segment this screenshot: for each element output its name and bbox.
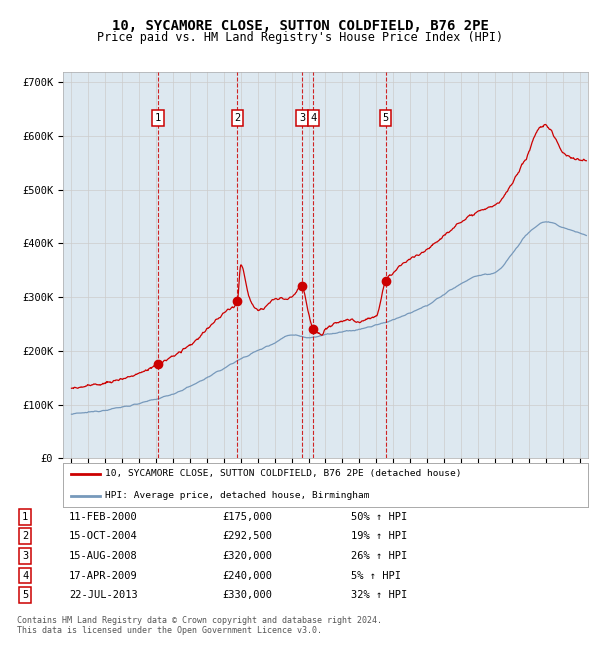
Text: Price paid vs. HM Land Registry's House Price Index (HPI): Price paid vs. HM Land Registry's House … — [97, 31, 503, 44]
Text: 5: 5 — [22, 590, 28, 600]
Text: 19% ↑ HPI: 19% ↑ HPI — [351, 531, 407, 541]
Text: 10, SYCAMORE CLOSE, SUTTON COLDFIELD, B76 2PE: 10, SYCAMORE CLOSE, SUTTON COLDFIELD, B7… — [112, 20, 488, 34]
Text: 15-AUG-2008: 15-AUG-2008 — [69, 551, 138, 561]
Text: 3: 3 — [299, 113, 305, 123]
Text: 3: 3 — [22, 551, 28, 561]
Text: 4: 4 — [22, 571, 28, 580]
Text: Contains HM Land Registry data © Crown copyright and database right 2024.
This d: Contains HM Land Registry data © Crown c… — [17, 616, 382, 636]
Text: 1: 1 — [22, 512, 28, 521]
Text: 26% ↑ HPI: 26% ↑ HPI — [351, 551, 407, 561]
Text: 22-JUL-2013: 22-JUL-2013 — [69, 590, 138, 600]
Text: 1: 1 — [155, 113, 161, 123]
Text: 50% ↑ HPI: 50% ↑ HPI — [351, 512, 407, 521]
Text: 5: 5 — [382, 113, 389, 123]
Text: 11-FEB-2000: 11-FEB-2000 — [69, 512, 138, 521]
Text: £240,000: £240,000 — [222, 571, 272, 580]
Text: 5% ↑ HPI: 5% ↑ HPI — [351, 571, 401, 580]
Text: 15-OCT-2004: 15-OCT-2004 — [69, 531, 138, 541]
Text: HPI: Average price, detached house, Birmingham: HPI: Average price, detached house, Birm… — [105, 491, 370, 500]
Text: 2: 2 — [234, 113, 241, 123]
Text: 2: 2 — [22, 531, 28, 541]
Text: 32% ↑ HPI: 32% ↑ HPI — [351, 590, 407, 600]
Text: £175,000: £175,000 — [222, 512, 272, 521]
Text: 10, SYCAMORE CLOSE, SUTTON COLDFIELD, B76 2PE (detached house): 10, SYCAMORE CLOSE, SUTTON COLDFIELD, B7… — [105, 469, 461, 478]
Text: 17-APR-2009: 17-APR-2009 — [69, 571, 138, 580]
Text: £320,000: £320,000 — [222, 551, 272, 561]
Text: 4: 4 — [310, 113, 317, 123]
Text: £292,500: £292,500 — [222, 531, 272, 541]
Text: £330,000: £330,000 — [222, 590, 272, 600]
